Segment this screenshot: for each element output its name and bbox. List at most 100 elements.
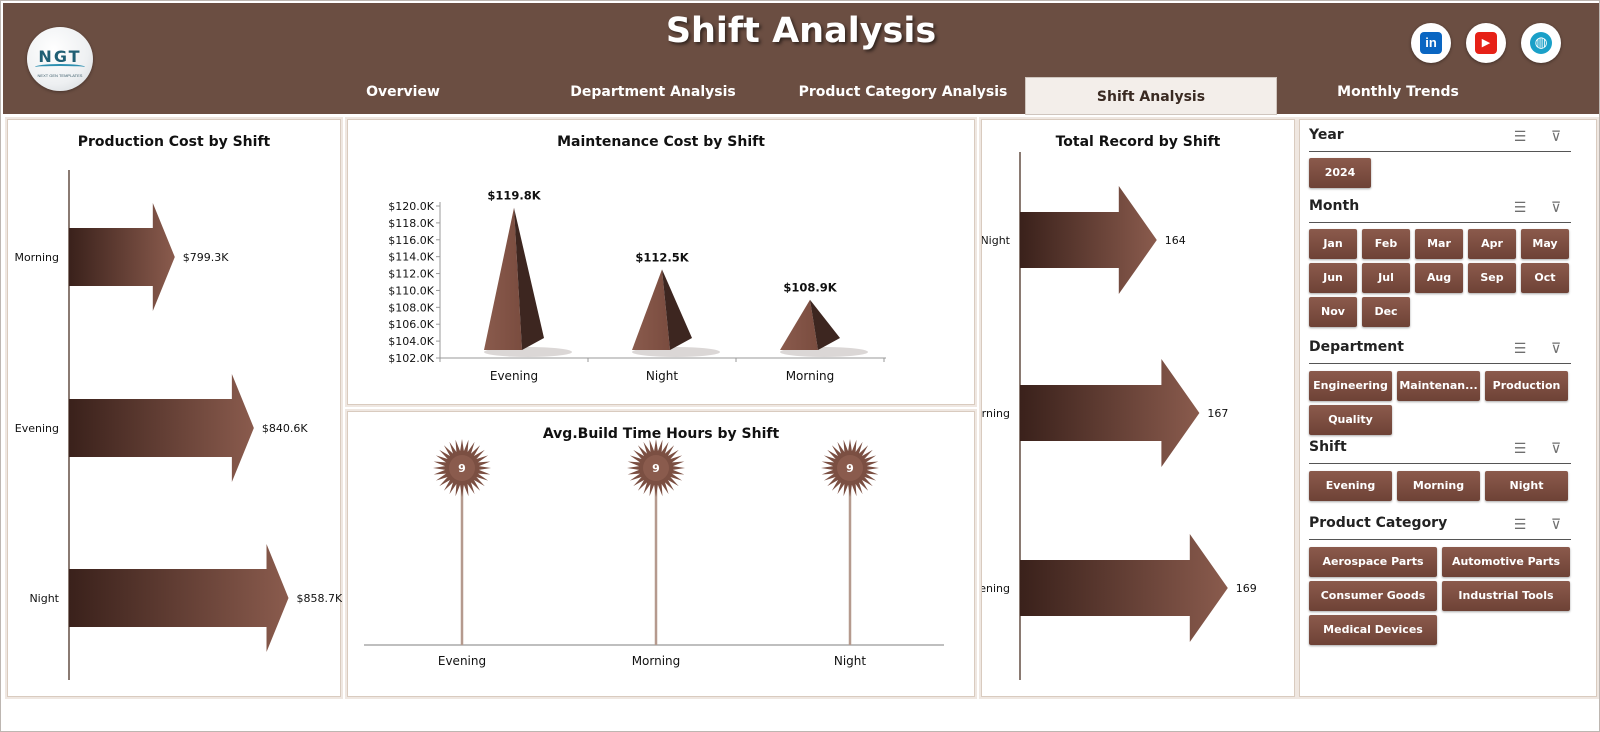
- value-label-morning: $799.3K: [183, 251, 229, 264]
- slicer-item-month[interactable]: Feb: [1362, 229, 1410, 259]
- linkedin-icon: in: [1420, 32, 1442, 54]
- slicer-item-month[interactable]: Jun: [1309, 263, 1357, 293]
- value-label-morning: $108.9K: [783, 281, 837, 295]
- tab-product-category-analysis[interactable]: Product Category Analysis: [798, 84, 1008, 100]
- y-tick-label: $102.0K: [388, 352, 434, 365]
- multi-select-icon[interactable]: ☰: [1513, 440, 1527, 456]
- slicer-item-shift[interactable]: Night: [1485, 471, 1568, 501]
- slicer-item-department[interactable]: Production: [1485, 371, 1568, 401]
- production-cost-chart: Morning $799.3K Evening $840.6K Night $858.7K: [14, 170, 342, 680]
- slicer-item-month[interactable]: Aug: [1415, 263, 1463, 293]
- pyramid-front-evening: [484, 207, 522, 350]
- youtube-button[interactable]: ▶: [1466, 23, 1506, 63]
- slicer-title-year: Year: [1309, 127, 1344, 143]
- value-label-night: $112.5K: [635, 250, 689, 264]
- avg-build-time-title: Avg.Build Time Hours by Shift: [542, 426, 780, 442]
- value-label-evening: 9: [458, 462, 466, 475]
- clear-filter-icon[interactable]: ⊽: [1550, 516, 1562, 532]
- slicer-title-month: Month: [1309, 198, 1360, 214]
- avg-build-time-chart: 9 Evening 9 Morning 9 Night: [364, 439, 944, 668]
- category-label-morning: Morning: [632, 654, 681, 668]
- tab-shift-analysis[interactable]: Shift Analysis: [1025, 77, 1277, 115]
- category-label-morning: Morning: [786, 369, 835, 383]
- slicer-item-month[interactable]: Nov: [1309, 297, 1357, 327]
- slicer-item-shift[interactable]: Morning: [1397, 471, 1480, 501]
- clear-filter-icon[interactable]: ⊽: [1550, 199, 1562, 215]
- multi-select-icon[interactable]: ☰: [1513, 199, 1527, 215]
- slicer-item-year[interactable]: 2024: [1309, 158, 1371, 188]
- category-label-evening: Evening: [15, 422, 59, 435]
- slicer-divider: [1309, 463, 1571, 464]
- y-tick-label: $112.0K: [388, 268, 434, 281]
- slicer-item-product-category[interactable]: Industrial Tools: [1442, 581, 1570, 611]
- slicer-item-product-category[interactable]: Consumer Goods: [1309, 581, 1437, 611]
- value-label-night: 9: [846, 462, 854, 475]
- category-label-morning: Morning: [14, 251, 59, 264]
- clear-filter-icon[interactable]: ⊽: [1550, 440, 1562, 456]
- tab-monthly-trends[interactable]: Monthly Trends: [1337, 84, 1459, 100]
- total-record-panel: Total Record by Shift Night 164 Morning 167…: [981, 119, 1295, 697]
- tab-department-analysis[interactable]: Department Analysis: [570, 84, 736, 100]
- category-label-evening: Evening: [438, 654, 486, 668]
- company-logo: NGT NEXT GEN TEMPLATES: [27, 27, 93, 91]
- pyramid-side-evening: [514, 207, 544, 350]
- clear-filter-icon[interactable]: ⊽: [1550, 128, 1562, 144]
- category-label-evening: Evening: [982, 582, 1010, 595]
- avg-build-time-panel: Avg.Build Time Hours by Shift 9 Evening 9 M…: [347, 411, 975, 697]
- slicer-item-product-category[interactable]: Medical Devices: [1309, 615, 1437, 645]
- maintenance-cost-chart: $102.0K $104.0K $106.0K $108.0K $110.0K $112.…: [388, 189, 886, 383]
- slicer-divider: [1309, 539, 1571, 540]
- linkedin-button[interactable]: in: [1411, 23, 1451, 63]
- y-tick-label: $108.0K: [388, 301, 434, 314]
- slicer-item-month[interactable]: May: [1521, 229, 1569, 259]
- y-tick-label: $118.0K: [388, 217, 434, 230]
- category-label-morning: Morning: [982, 407, 1010, 420]
- website-icon: ◍: [1530, 32, 1552, 54]
- multi-select-icon[interactable]: ☰: [1513, 340, 1527, 356]
- y-tick-label: $120.0K: [388, 200, 434, 213]
- y-tick-label: $114.0K: [388, 251, 434, 264]
- website-button[interactable]: ◍: [1521, 23, 1561, 63]
- page-title: Shift Analysis: [665, 11, 937, 51]
- y-tick-label: $116.0K: [388, 234, 434, 247]
- slicer-item-department[interactable]: Engineering: [1309, 371, 1392, 401]
- lollipop-center: [837, 455, 863, 481]
- arrow-bar-evening: [1020, 534, 1228, 642]
- lollipop-center: [449, 455, 475, 481]
- tab-overview[interactable]: Overview: [366, 84, 440, 100]
- pyramid-side-morning: [810, 299, 840, 350]
- value-label-evening: $840.6K: [262, 422, 308, 435]
- category-label-night: Night: [29, 592, 59, 605]
- arrow-bar-morning: [1020, 359, 1200, 467]
- category-label-night: Night: [646, 369, 679, 383]
- slicer-item-month[interactable]: Oct: [1521, 263, 1569, 293]
- value-label-morning: 9: [652, 462, 660, 475]
- slicer-item-department[interactable]: Quality: [1309, 405, 1392, 435]
- slicer-item-month[interactable]: Jan: [1309, 229, 1357, 259]
- arrow-bar-morning: [69, 203, 175, 311]
- value-label-evening: 169: [1236, 582, 1257, 595]
- multi-select-icon[interactable]: ☰: [1513, 516, 1527, 532]
- slicer-item-product-category[interactable]: Aerospace Parts: [1309, 547, 1437, 577]
- maintenance-cost-panel: Maintenance Cost by Shift $102.0K $104.0K…: [347, 119, 975, 405]
- logo-subtext: NEXT GEN TEMPLATES: [37, 73, 83, 78]
- slicer-title-shift: Shift: [1309, 439, 1347, 455]
- slicer-item-product-category[interactable]: Automotive Parts: [1442, 547, 1570, 577]
- logo-text: NGT: [38, 47, 82, 66]
- value-label-evening: $119.8K: [487, 189, 541, 203]
- slicer-item-month[interactable]: Dec: [1362, 297, 1410, 327]
- slicer-item-month[interactable]: Sep: [1468, 263, 1516, 293]
- multi-select-icon[interactable]: ☰: [1513, 128, 1527, 144]
- slicer-item-month[interactable]: Jul: [1362, 263, 1410, 293]
- clear-filter-icon[interactable]: ⊽: [1550, 340, 1562, 356]
- arrow-bar-night: [69, 544, 289, 652]
- pyramid-side-night: [662, 269, 692, 350]
- slicer-item-month[interactable]: Apr: [1468, 229, 1516, 259]
- slicer-item-month[interactable]: Mar: [1415, 229, 1463, 259]
- value-label-night: 164: [1165, 234, 1186, 247]
- production-cost-title: Production Cost by Shift: [77, 134, 271, 150]
- slicer-title-department: Department: [1309, 339, 1404, 355]
- slicer-divider: [1309, 222, 1571, 223]
- slicer-item-shift[interactable]: Evening: [1309, 471, 1392, 501]
- slicer-item-department[interactable]: Maintenan...: [1397, 371, 1480, 401]
